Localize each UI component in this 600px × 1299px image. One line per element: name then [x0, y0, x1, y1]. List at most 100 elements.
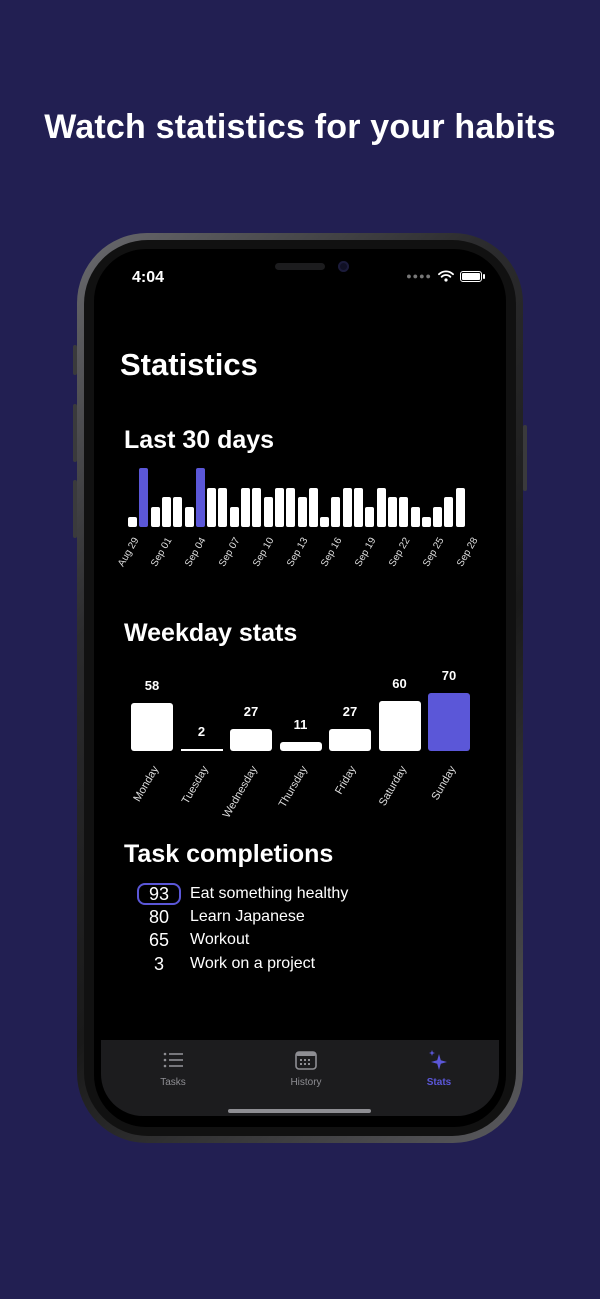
tab-history[interactable]: History	[266, 1048, 346, 1088]
daily-bar	[410, 507, 420, 527]
date-tick-label: Sep 07	[217, 535, 243, 569]
power-button	[523, 425, 527, 491]
weekday-value-label: 70	[441, 668, 457, 683]
daily-bar	[331, 497, 341, 527]
home-indicator	[228, 1109, 371, 1113]
calendar-icon	[295, 1051, 317, 1070]
completion-count: 3	[153, 953, 164, 974]
date-tick-label: Sep 22	[386, 535, 413, 569]
weekday-value-label: 27	[342, 704, 358, 719]
date-tick-label: Sep 28	[454, 535, 480, 569]
weekday-stats-chart: 58 Monday 2 Tuesday 27 Wednesday 11 Thursday 27 F…	[124, 668, 476, 820]
silent-switch	[73, 345, 77, 375]
daily-bar	[195, 468, 205, 527]
tab-stats-label: Stats	[426, 1077, 452, 1088]
weekday-value-label: 60	[392, 676, 407, 691]
daily-bar	[387, 497, 397, 527]
task-completion-row[interactable]: 65 Workout	[137, 929, 348, 952]
page-title: Statistics	[120, 347, 258, 382]
daily-bar	[207, 488, 217, 527]
wifi-icon	[438, 270, 454, 282]
weekday-bar	[279, 742, 322, 751]
list-icon	[163, 1052, 183, 1068]
tab-bar: Tasks History Stats	[101, 1040, 499, 1116]
date-tick-label: Sep 19	[352, 535, 379, 569]
completion-count: 93	[137, 882, 181, 905]
date-tick-label: Sep 16	[318, 535, 345, 569]
weekday-tick-label: Thursday	[276, 764, 310, 810]
weekday-tick-label: Wednesday	[220, 764, 261, 821]
weekday-tick-label: Sunday	[429, 764, 459, 803]
battery-icon	[460, 270, 485, 282]
weekday-tick-label: Friday	[333, 764, 359, 797]
tab-stats[interactable]: Stats	[399, 1048, 479, 1088]
sparkles-icon	[429, 1050, 447, 1070]
task-name: Eat something healthy	[190, 884, 349, 902]
speaker	[275, 263, 325, 270]
daily-bar	[376, 488, 386, 527]
task-completion-row[interactable]: 80 Learn Japanese	[137, 905, 348, 928]
task-completions-list: 93 Eat something healthy 80 Learn Japanese 6…	[137, 882, 348, 975]
daily-bar	[421, 517, 431, 527]
daily-bar	[128, 517, 137, 527]
weekday-value-label: 58	[144, 678, 160, 693]
daily-bar	[286, 488, 296, 527]
signal-icon: ●●●●	[406, 271, 432, 281]
last-30-days-title: Last 30 days	[124, 426, 275, 454]
daily-bar	[184, 507, 194, 527]
daily-bar	[342, 488, 352, 527]
tab-tasks[interactable]: Tasks	[133, 1048, 213, 1088]
daily-bar	[274, 488, 284, 527]
daily-bar	[354, 488, 363, 527]
status-time: 4:04	[132, 269, 165, 286]
weekday-stats-title: Weekday stats	[124, 619, 298, 647]
weekday-tick-label: Saturday	[376, 764, 409, 809]
daily-bar	[252, 488, 262, 527]
weekday-tick-label: Monday	[131, 764, 162, 804]
completion-count: 80	[148, 906, 170, 927]
task-name: Learn Japanese	[190, 907, 305, 925]
task-name: Workout	[190, 931, 250, 949]
daily-bar	[433, 507, 443, 527]
phone-screen: 4:04 ●●●● Statistics Last 30 days Aug 29…	[94, 249, 506, 1127]
daily-bar	[320, 517, 330, 527]
date-tick-label: Sep 13	[285, 535, 311, 569]
tab-tasks-label: Tasks	[160, 1077, 186, 1088]
weekday-tick-label: Tuesday	[179, 764, 211, 807]
daily-bar	[297, 497, 307, 527]
weekday-value-label: 11	[293, 717, 308, 732]
date-tick-label: Sep 25	[420, 535, 447, 569]
daily-bar	[455, 488, 465, 527]
date-tick-label: Sep 10	[251, 535, 277, 569]
weekday-bar	[378, 701, 421, 751]
daily-bar	[229, 507, 239, 527]
daily-bar	[150, 507, 160, 527]
weekday-bar	[180, 749, 223, 751]
weekday-bar	[230, 729, 272, 751]
task-completions-title: Task completions	[124, 840, 334, 868]
task-completion-row[interactable]: 93 Eat something healthy	[137, 882, 348, 905]
tab-history-label: History	[290, 1077, 322, 1088]
completion-count: 65	[148, 930, 170, 951]
last-30-days-chart: Aug 29 Sep 01 Sep 04 Sep 07 Sep 10 Sep 13 Sep …	[116, 468, 480, 589]
volume-up-button	[73, 404, 77, 462]
daily-bar	[399, 497, 409, 527]
daily-bar	[444, 497, 454, 527]
task-name: Work on a project	[190, 954, 316, 972]
daily-bar	[365, 507, 375, 527]
weekday-bar	[329, 729, 371, 751]
front-camera	[338, 261, 349, 272]
task-completion-row[interactable]: 3 Work on a project	[137, 952, 348, 975]
weekday-value-label: 27	[243, 704, 259, 719]
daily-bar	[139, 468, 149, 527]
daily-bar	[173, 497, 183, 527]
daily-bar	[308, 488, 318, 527]
weekday-value-label: 2	[197, 724, 206, 739]
date-tick-label: Sep 01	[149, 535, 175, 569]
daily-bar	[161, 497, 171, 527]
date-tick-label: Aug 29	[115, 535, 141, 569]
weekday-bar	[131, 703, 173, 751]
weekday-bar	[428, 693, 470, 751]
date-tick-label: Sep 04	[183, 535, 209, 569]
status-icons: ●●●●	[406, 270, 485, 282]
